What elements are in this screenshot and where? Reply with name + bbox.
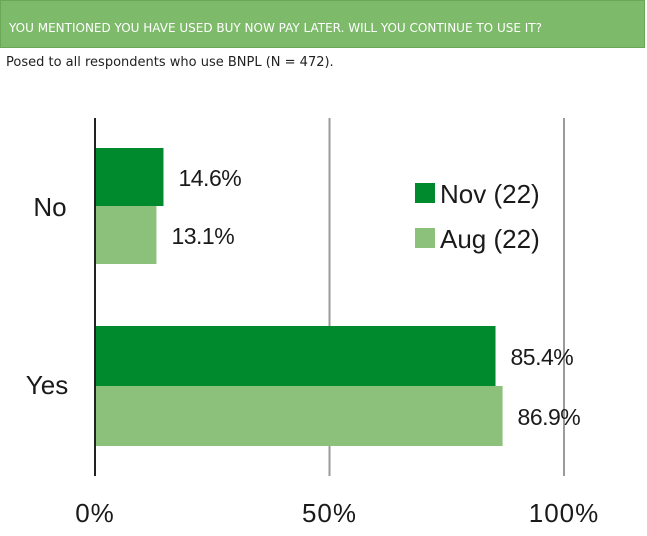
legend-swatch-aug	[415, 228, 435, 248]
legend-swatch-nov	[415, 183, 435, 203]
x-tick-label-100: 100%	[529, 498, 600, 528]
value-label-no-nov: 14.6%	[178, 165, 241, 191]
legend-label-aug: Aug (22)	[440, 224, 540, 254]
category-label-yes: Yes	[26, 370, 68, 400]
bar-no-aug	[95, 206, 157, 264]
category-label-no: No	[33, 192, 66, 222]
question-banner: YOU MENTIONED YOU HAVE USED BUY NOW PAY …	[0, 0, 645, 48]
value-label-yes-aug: 86.9%	[518, 404, 581, 430]
x-tick-label-0: 0%	[75, 498, 115, 528]
bar-no-nov	[95, 148, 164, 206]
value-label-yes-nov: 85.4%	[511, 344, 574, 370]
legend-label-nov: Nov (22)	[440, 179, 540, 209]
bar-yes-nov	[95, 326, 496, 386]
value-label-no-aug: 13.1%	[171, 223, 234, 249]
question-text: YOU MENTIONED YOU HAVE USED BUY NOW PAY …	[9, 21, 542, 35]
chart-subtitle: Posed to all respondents who use BNPL (N…	[6, 55, 334, 70]
bar-yes-aug	[95, 386, 503, 446]
x-tick-label-50: 50%	[302, 498, 357, 528]
